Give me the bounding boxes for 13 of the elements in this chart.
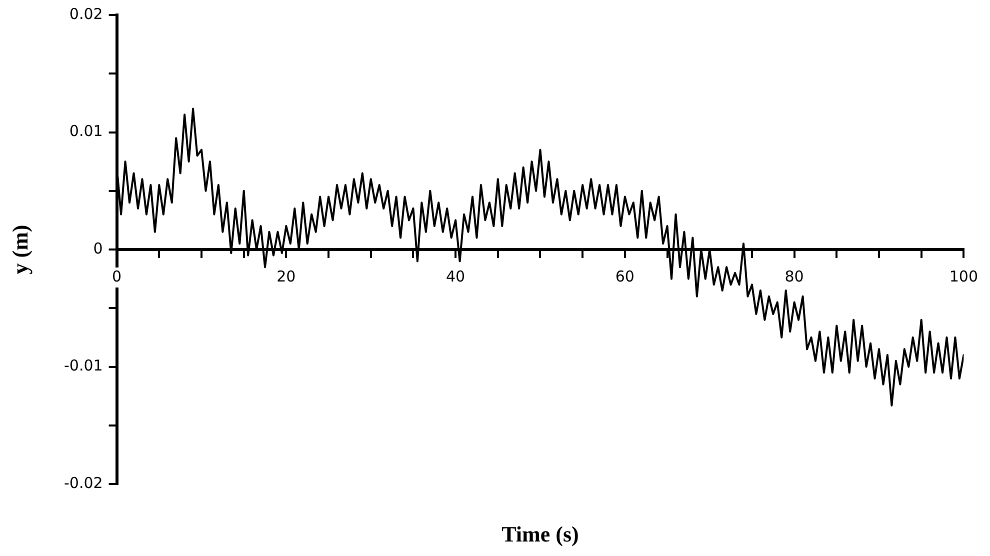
x-tick-label: 20 xyxy=(276,267,296,286)
y-tick-label: -0.02 xyxy=(64,474,103,492)
x-tick-label: 100 xyxy=(949,267,978,286)
y-tick-label: -0.01 xyxy=(64,356,103,375)
x-tick-label: 60 xyxy=(615,267,634,286)
x-axis-title: Time (s) xyxy=(502,522,579,547)
y-axis-title: y (m) xyxy=(8,224,33,274)
x-tick-label: 80 xyxy=(784,267,804,286)
y-tick-label: 0.01 xyxy=(69,122,103,140)
y-tick-label: 0.02 xyxy=(69,4,103,23)
x-tick-label: 40 xyxy=(446,267,466,286)
y-tick-label: 0 xyxy=(93,239,103,258)
x-tick-label: 0 xyxy=(112,267,122,286)
